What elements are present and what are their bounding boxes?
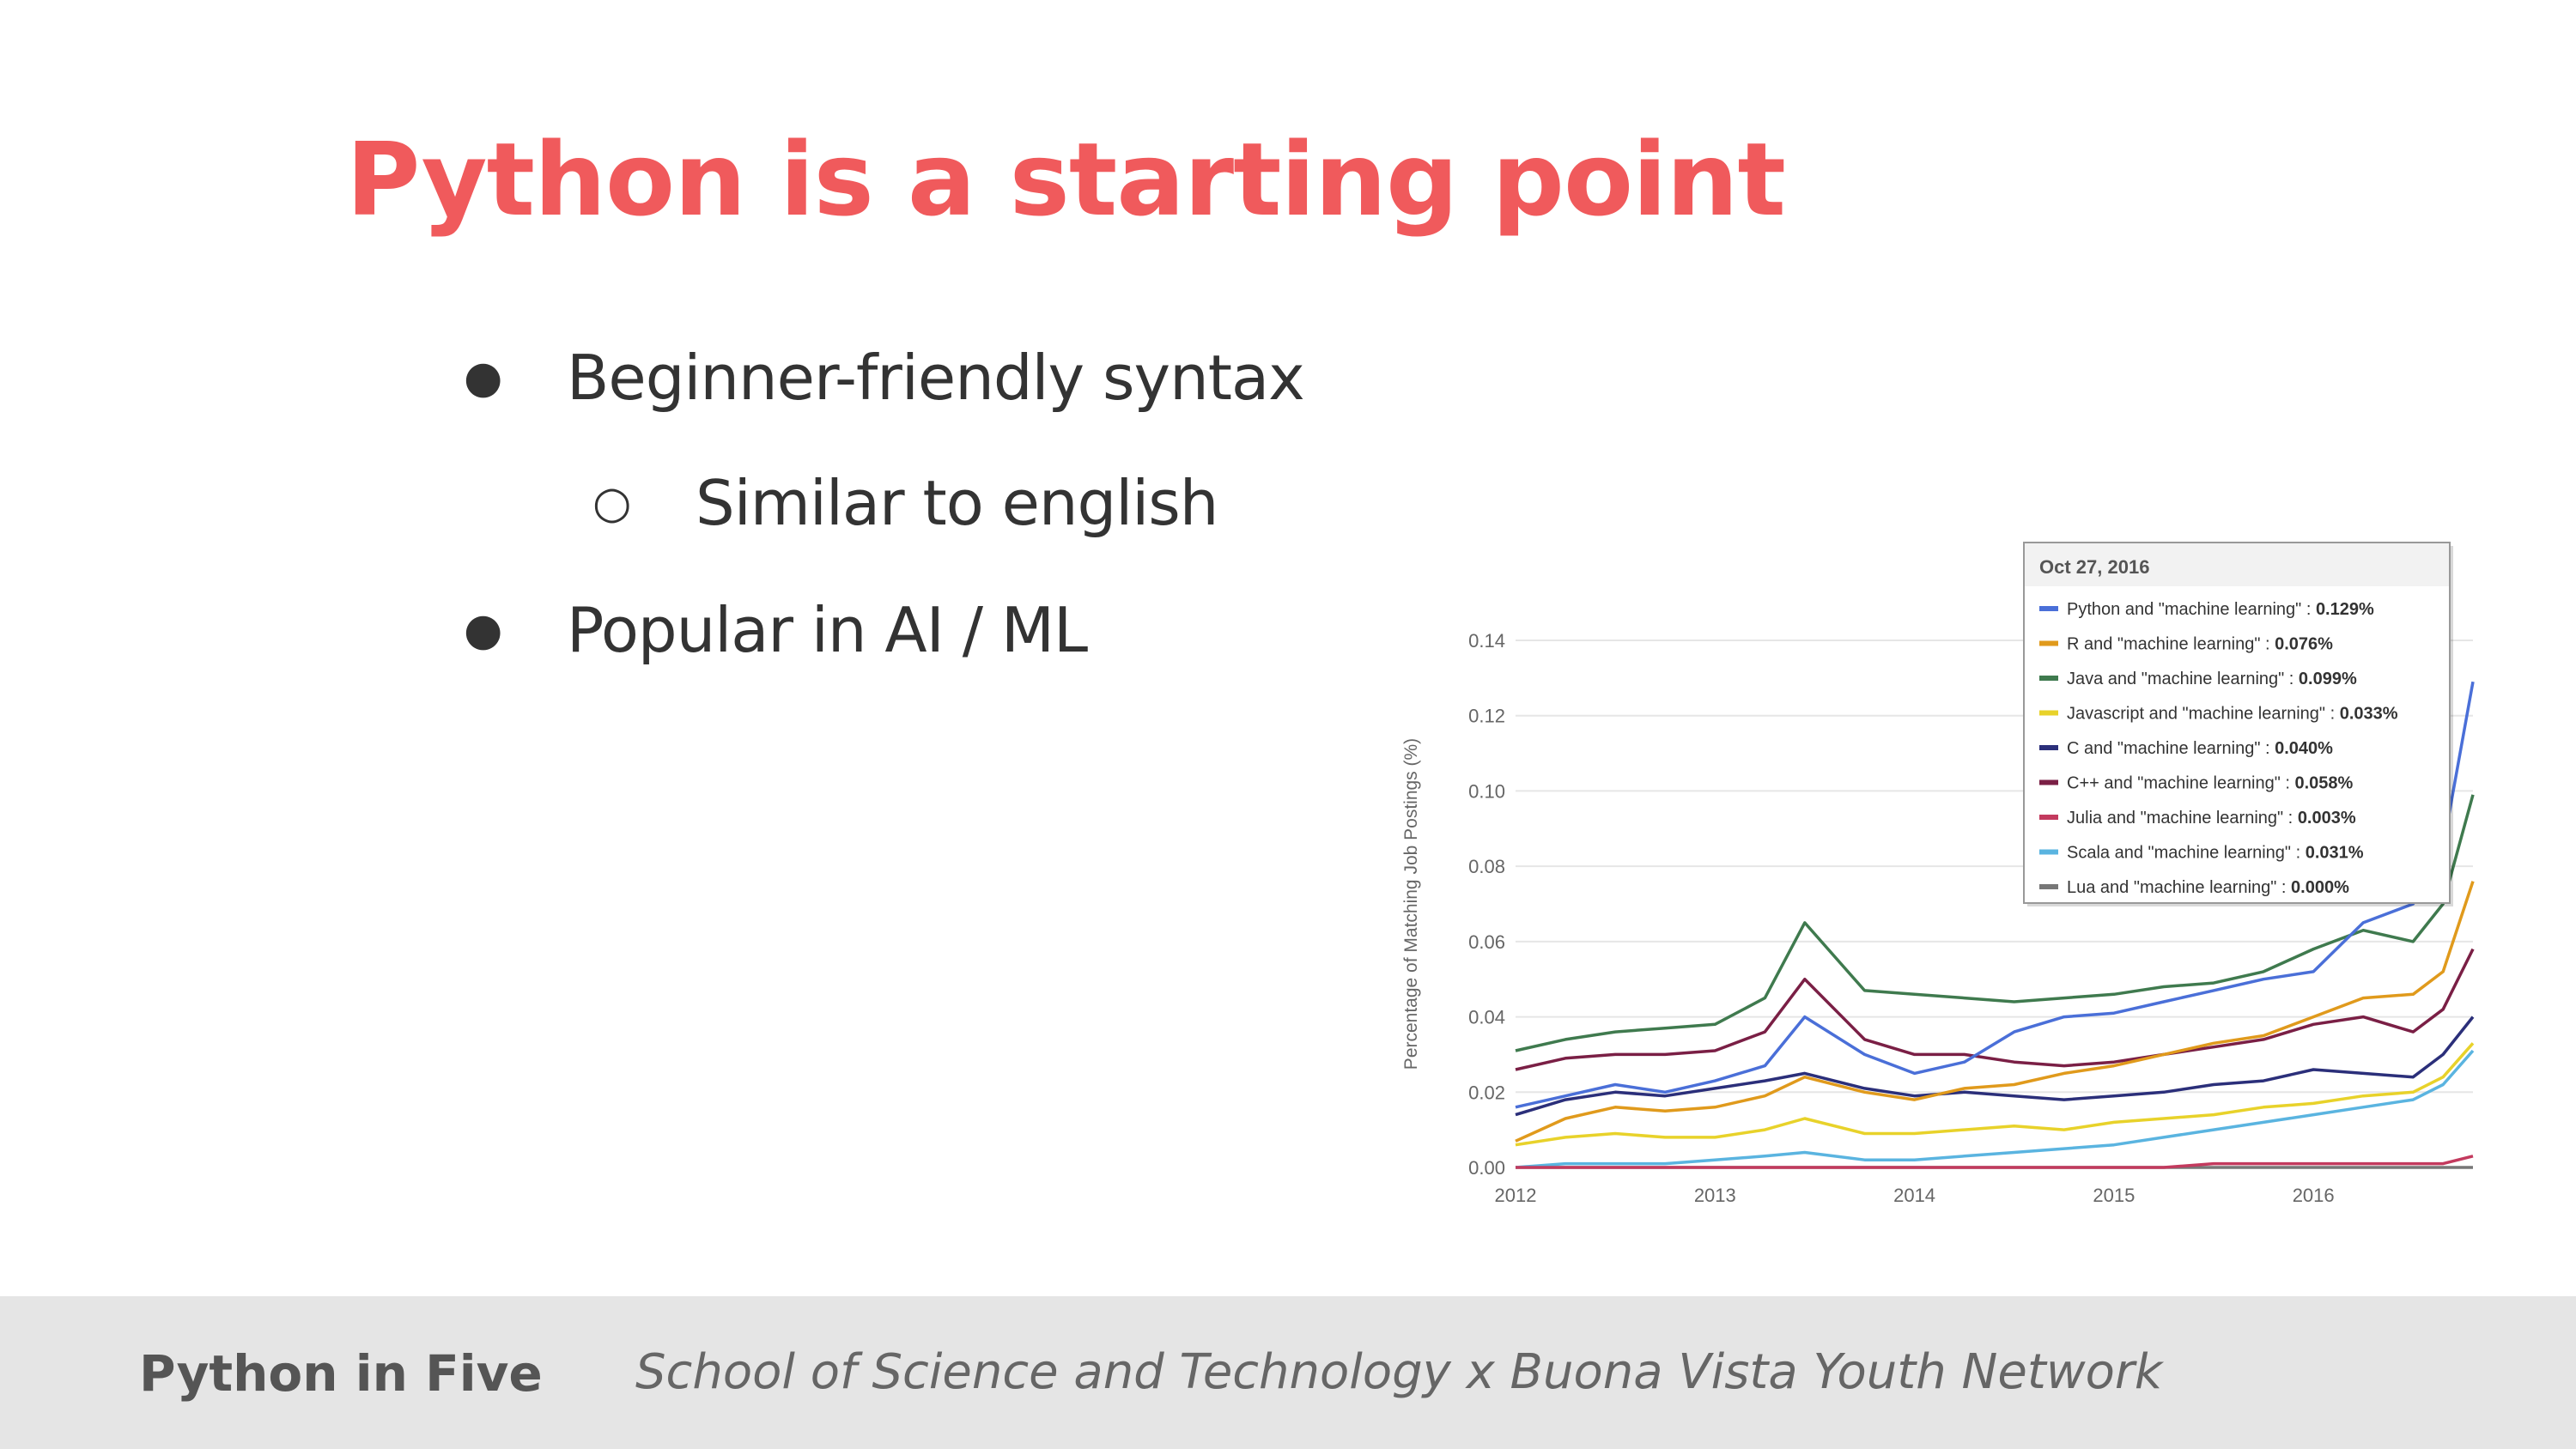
footer-subtitle: School of Science and Technology x Buona… (635, 1344, 2163, 1400)
legend-entry-label: Lua and "machine learning" : 0.000% (2067, 878, 2349, 897)
legend-swatch (2039, 710, 2058, 716)
chart-tooltip: Oct 27, 2016 Python and "machine learning… (2023, 542, 2453, 906)
bullet-marker: ● (464, 604, 503, 656)
legend-swatch (2039, 745, 2058, 750)
footer-bar: Python in Five School of Science and Tec… (0, 1296, 2576, 1449)
legend-entry-label: Julia and "machine learning" : 0.003% (2067, 809, 2356, 828)
sub-bullet-item: ○ Similar to english (592, 467, 1218, 539)
series-line (1515, 948, 2475, 1071)
job-postings-chart: 0.00 0.02 0.04 0.06 0.08 0.10 0.12 0.14 2012 2013… (1391, 532, 2507, 1219)
x-tick-label: 2012 (1495, 1185, 1537, 1206)
footer-brand: Python in Five (139, 1344, 543, 1403)
tooltip-header (2025, 543, 2449, 586)
x-tick-label: 2016 (2293, 1185, 2335, 1206)
series-line (1515, 1016, 2475, 1117)
legend-swatch (2039, 640, 2058, 646)
legend-entry-value: 0.040% (2275, 739, 2333, 758)
series-line (1515, 1049, 2475, 1169)
legend-swatch (2039, 849, 2058, 855)
legend-swatch (2039, 779, 2058, 785)
legend-entry-value: 0.000% (2291, 878, 2349, 897)
series-line (1515, 1042, 2475, 1147)
legend-entry-label: Java and "machine learning" : 0.099% (2067, 670, 2357, 688)
sub-bullet-marker: ○ (592, 477, 632, 529)
slide-title: Python is a starting point (346, 120, 1786, 239)
tooltip-box (2023, 542, 2451, 904)
legend-entry-label: R and "machine learning" : 0.076% (2067, 635, 2333, 654)
legend-entry-value: 0.076% (2275, 635, 2333, 654)
line-chart-svg: 0.00 0.02 0.04 0.06 0.08 0.10 0.12 0.14 2012 2013… (1401, 542, 2475, 1206)
series-line (1515, 881, 2475, 1143)
bullet-item: ● Popular in AI / ML (464, 594, 1088, 666)
legend-swatch (2039, 815, 2058, 820)
series-line (1516, 1155, 2474, 1169)
x-tick-label: 2015 (2093, 1185, 2135, 1206)
x-tick-label: 2013 (1694, 1185, 1736, 1206)
y-tick-label: 0.08 (1468, 856, 1505, 877)
bullet-marker: ● (464, 352, 503, 403)
y-axis-label: Percentage of Matching Job Postings (%) (1401, 738, 1421, 1070)
y-tick-label: 0.00 (1468, 1157, 1505, 1179)
y-tick-label: 0.06 (1468, 931, 1505, 953)
series-line (1515, 681, 2475, 1109)
legend-entry-label: Scala and "machine learning" : 0.031% (2067, 844, 2364, 863)
y-tick-label: 0.02 (1468, 1082, 1505, 1103)
legend-entry-label: Javascript and "machine learning" : 0.03… (2067, 705, 2398, 724)
bullet-item: ● Beginner-friendly syntax (464, 342, 1305, 414)
legend-entry-label: Python and "machine learning" : 0.129% (2067, 600, 2374, 619)
bullet-text: Popular in AI / ML (567, 594, 1088, 666)
y-tick-label: 0.10 (1468, 780, 1505, 802)
legend-entry-value: 0.033% (2340, 705, 2398, 724)
legend-swatch (2039, 676, 2058, 681)
legend-entry-value: 0.031% (2306, 844, 2364, 863)
legend-entry-value: 0.099% (2299, 670, 2357, 688)
sub-bullet-text: Similar to english (696, 467, 1218, 539)
legend-swatch (2039, 606, 2058, 611)
legend-swatch (2039, 884, 2058, 889)
legend-entry-value: 0.129% (2316, 600, 2374, 619)
tooltip-date: Oct 27, 2016 (2039, 556, 2149, 578)
series-line (1515, 794, 2475, 1052)
bullet-list: ● Beginner-friendly syntax ○ Similar to … (0, 0, 1374, 773)
y-tick-label: 0.12 (1468, 706, 1505, 727)
y-tick-label: 0.14 (1468, 630, 1505, 652)
legend-entry-label: C and "machine learning" : 0.040% (2067, 739, 2333, 758)
bullet-text: Beginner-friendly syntax (567, 342, 1305, 414)
legend-entry-value: 0.003% (2298, 809, 2356, 828)
legend-entry-label: C++ and "machine learning" : 0.058% (2067, 774, 2354, 793)
legend-entry-value: 0.058% (2294, 774, 2353, 793)
y-tick-label: 0.04 (1468, 1007, 1505, 1028)
x-tick-label: 2014 (1893, 1185, 1935, 1206)
